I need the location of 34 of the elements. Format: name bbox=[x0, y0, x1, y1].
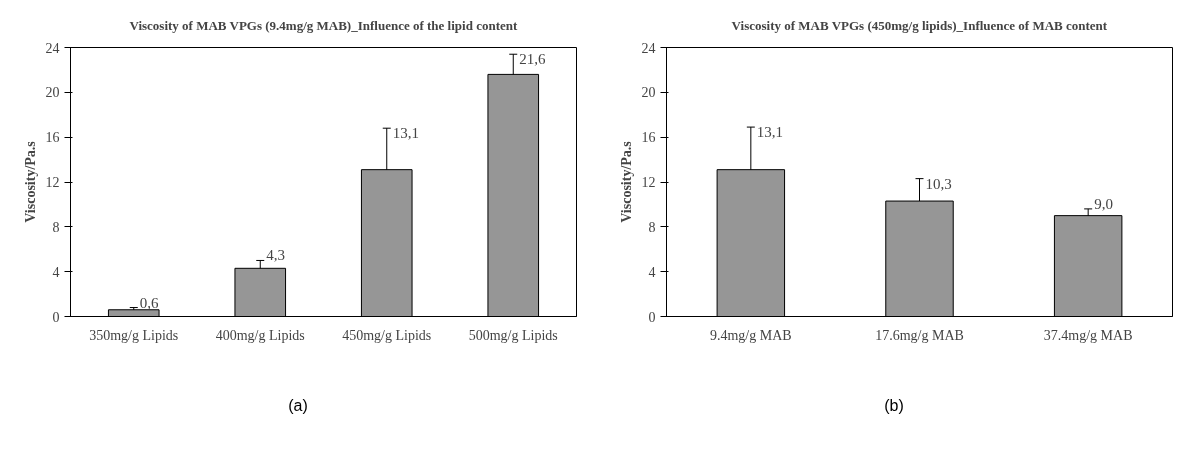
y-axis-title: Viscosity/Pa.s bbox=[618, 140, 634, 223]
data-label: 0,6 bbox=[139, 294, 159, 311]
y-tick-label: 0 bbox=[648, 309, 656, 325]
data-label: 21,6 bbox=[519, 51, 546, 68]
y-tick-label: 12 bbox=[45, 175, 60, 190]
chart-title: Viscosity of MAB VPGs (9.4mg/g MAB)_Influence of the lipid content bbox=[129, 17, 518, 33]
y-tick-label: 4 bbox=[52, 264, 60, 280]
x-tick-label: 9.4mg/g MAB bbox=[710, 327, 792, 343]
y-tick-label: 24 bbox=[45, 40, 60, 56]
data-label: 13,1 bbox=[756, 124, 784, 141]
y-tick-label: 4 bbox=[648, 264, 656, 280]
data-label: 9,0 bbox=[1094, 195, 1113, 212]
x-tick-label: 350mg/g Lipids bbox=[89, 327, 179, 343]
y-tick-label: 20 bbox=[641, 85, 656, 101]
data-label: 13,1 bbox=[392, 125, 419, 142]
x-tick-label: 500mg/g Lipids bbox=[468, 327, 558, 343]
x-tick-label: 450mg/g Lipids bbox=[342, 327, 432, 343]
y-tick-label: 16 bbox=[641, 130, 656, 146]
y-tick-label: 0 bbox=[52, 309, 60, 325]
y-tick-label: 16 bbox=[45, 130, 60, 146]
y-axis-title: Viscosity/Pa.s bbox=[22, 140, 38, 223]
chart-title: Viscosity of MAB VPGs (450mg/g lipids)_Influence of MAB content bbox=[731, 17, 1108, 33]
y-tick-label: 24 bbox=[641, 40, 656, 56]
y-tick-label: 8 bbox=[52, 219, 60, 235]
data-label: 4,3 bbox=[266, 247, 285, 264]
data-label: 10,3 bbox=[925, 175, 952, 192]
text: (b) bbox=[884, 396, 904, 416]
x-tick-label: 400mg/g Lipids bbox=[215, 327, 305, 343]
y-tick-label: 20 bbox=[45, 85, 60, 101]
y-tick-label: 12 bbox=[641, 175, 656, 190]
x-tick-label: 37.4mg/g MAB bbox=[1043, 327, 1133, 343]
text: (a) bbox=[288, 396, 308, 416]
x-tick-label: 17.6mg/g MAB bbox=[875, 327, 964, 343]
y-tick-label: 8 bbox=[648, 219, 656, 235]
